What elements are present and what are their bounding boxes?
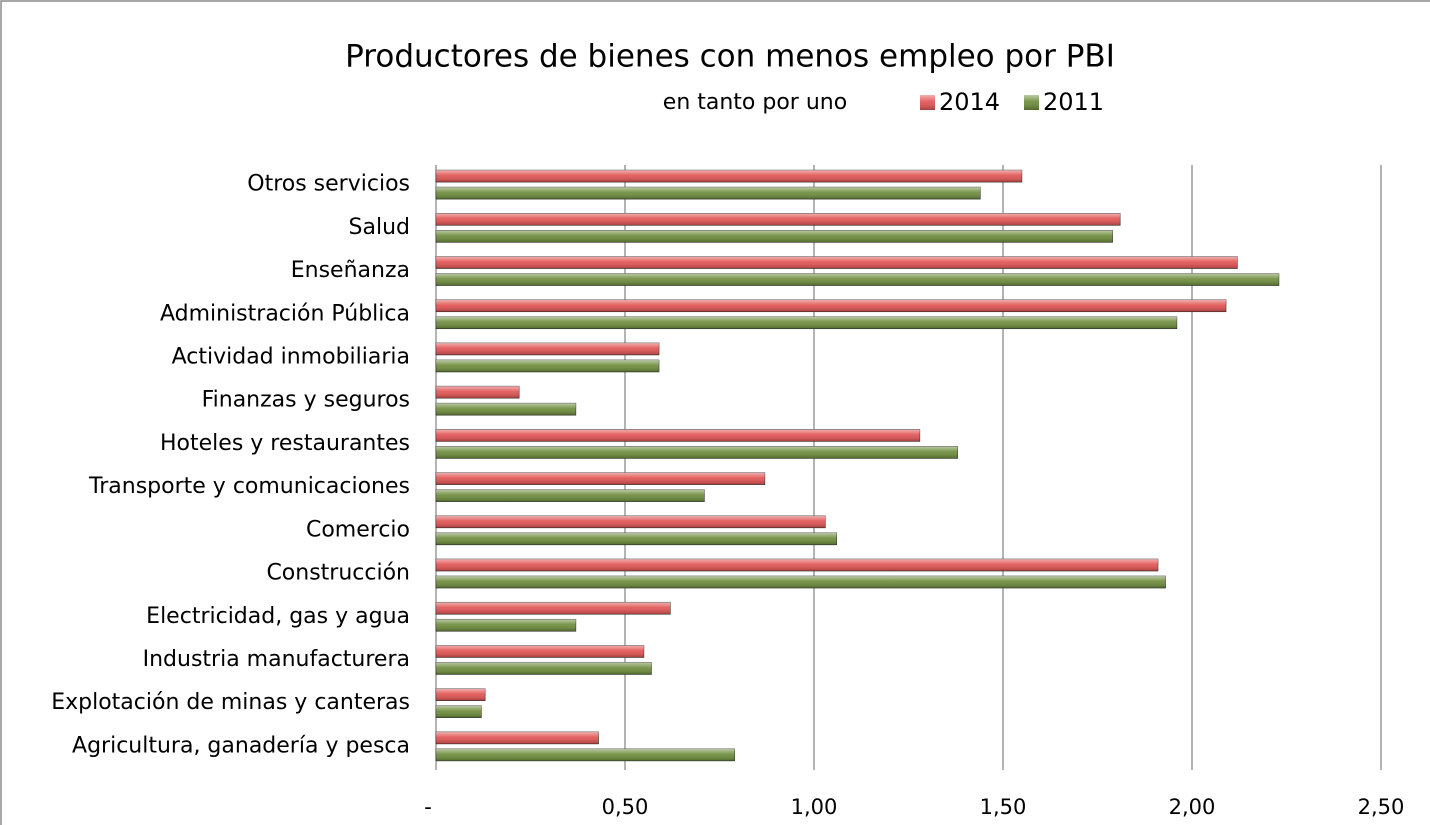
y-tick-label: Agricultura, ganadería y pesca (72, 733, 410, 758)
bar-shine (436, 532, 837, 545)
y-tick-label: Construcción (266, 561, 410, 586)
y-tick-label: Industria manufacturera (143, 647, 410, 672)
y-tick-label: Finanzas y seguros (202, 388, 410, 413)
legend-swatch-shine (920, 95, 935, 110)
x-tick-label: 0,50 (602, 795, 649, 819)
y-tick-label: Enseñanza (291, 258, 410, 283)
bar-shine (436, 748, 735, 761)
x-tick-label: 2,50 (1358, 795, 1405, 819)
bar-shine (436, 273, 1279, 286)
bar-shine (436, 230, 1113, 243)
legend-swatch-shine (1024, 95, 1039, 110)
y-tick-label: Salud (349, 215, 410, 240)
bar-shine (436, 342, 660, 355)
y-tick-label: Comercio (306, 517, 410, 542)
bar-shine (436, 688, 486, 701)
legend-label: 2014 (939, 88, 1000, 116)
bar-shine (436, 359, 660, 372)
bar-shine (436, 256, 1238, 269)
x-tick-label: - (424, 795, 432, 819)
bar-shine (436, 619, 576, 632)
y-tick-label: Electricidad, gas y agua (146, 604, 410, 629)
bar-shine (436, 559, 1158, 572)
bar-shine (436, 705, 482, 718)
bar-shine (436, 576, 1166, 589)
bar-shine (436, 515, 826, 528)
bar-shine (436, 429, 920, 442)
y-tick-label: Actividad inmobiliaria (172, 344, 410, 369)
bar-shine (436, 170, 1022, 183)
x-tick-label: 2,00 (1169, 795, 1216, 819)
bar-shine (436, 316, 1177, 329)
legend-label: 2011 (1043, 88, 1104, 116)
x-tick-label: 1,50 (980, 795, 1027, 819)
bar-shine (436, 187, 981, 200)
bar-shine (436, 662, 652, 675)
bar-shine (436, 645, 644, 658)
y-tick-label: Explotación de minas y canteras (51, 690, 410, 715)
x-tick-label: 1,00 (791, 795, 838, 819)
bar-shine (436, 489, 705, 502)
y-tick-label: Hoteles y restaurantes (160, 431, 410, 456)
bar-shine (436, 472, 765, 485)
y-tick-label: Transporte y comunicaciones (88, 474, 410, 499)
chart-subtitle: en tanto por uno (663, 90, 847, 115)
chart-title: Productores de bienes con menos empleo p… (345, 39, 1115, 75)
bar-shine (436, 386, 520, 399)
bar-shine (436, 403, 576, 416)
y-tick-label: Otros servicios (247, 172, 410, 197)
bar-shine (436, 446, 958, 459)
y-tick-label: Administración Pública (160, 301, 410, 326)
bar-shine (436, 299, 1227, 312)
bar-shine (436, 602, 671, 615)
bar-shine (436, 731, 599, 744)
bar-shine (436, 213, 1121, 226)
